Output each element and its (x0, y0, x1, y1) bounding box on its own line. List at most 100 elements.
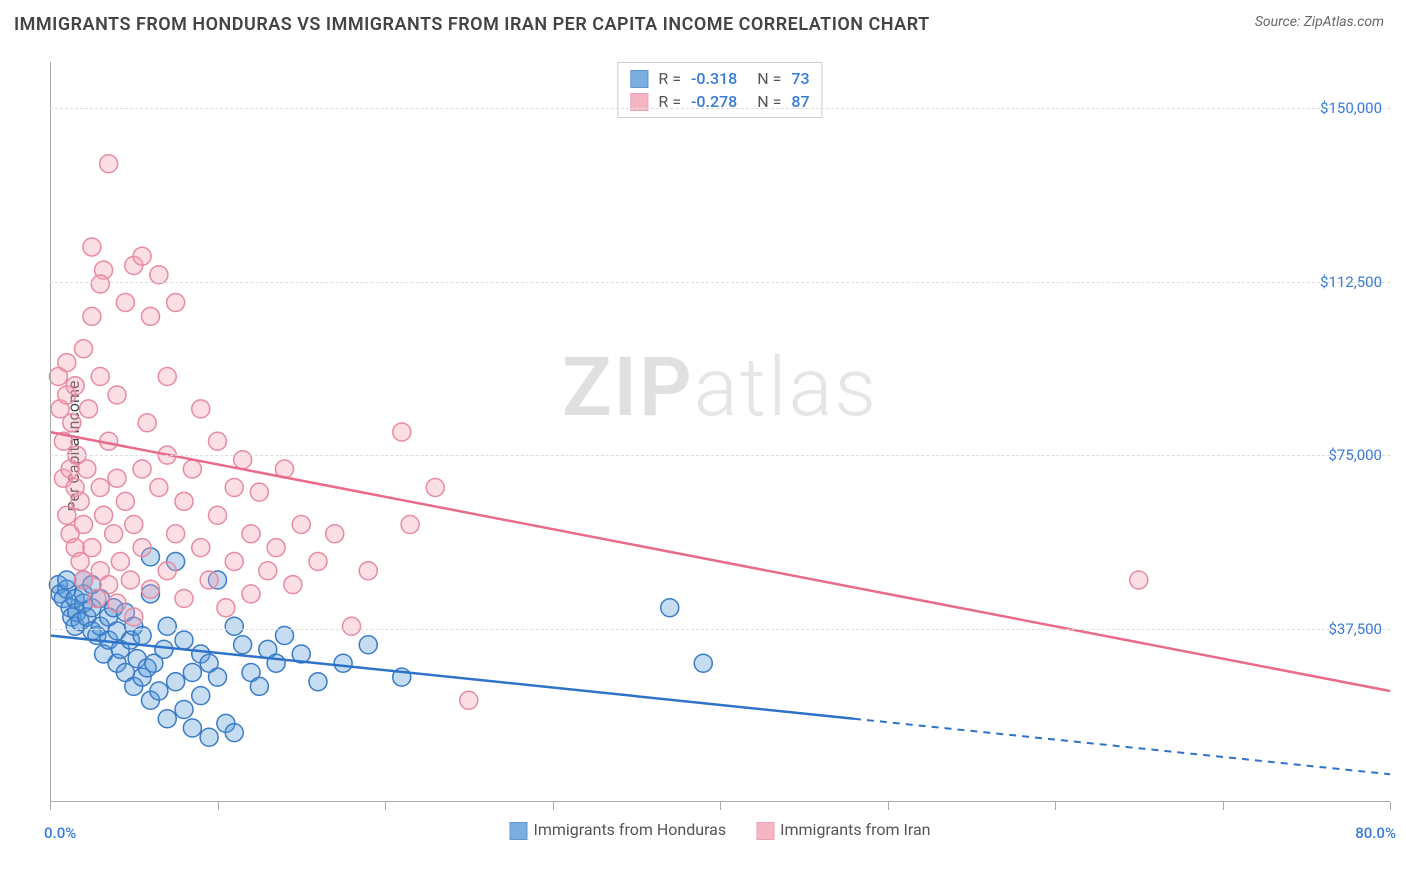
y-tick-label: $112,500 (1320, 273, 1382, 291)
scatter-point-honduras (234, 636, 252, 654)
scatter-point-honduras (167, 673, 185, 691)
legend-swatch-icon (630, 70, 648, 88)
scatter-point-iran (125, 516, 143, 534)
x-tick (385, 802, 386, 810)
x-tick (1055, 802, 1056, 810)
scatter-point-iran (116, 294, 134, 312)
legend-swatch-icon (510, 822, 528, 840)
chart-svg (50, 62, 1390, 802)
scatter-point-iran (71, 492, 89, 510)
scatter-point-iran (250, 483, 268, 501)
scatter-point-iran (175, 492, 193, 510)
scatter-point-iran (292, 516, 310, 534)
x-tick (1223, 802, 1224, 810)
scatter-point-honduras (359, 636, 377, 654)
scatter-point-iran (259, 562, 277, 580)
legend-row-iran: R = -0.278N = 87 (630, 90, 809, 113)
series-legend-label: Immigrants from Honduras (534, 820, 727, 839)
scatter-point-iran (401, 516, 419, 534)
scatter-point-iran (133, 539, 151, 557)
scatter-point-iran (108, 469, 126, 487)
scatter-point-iran (460, 691, 478, 709)
scatter-point-iran (75, 571, 93, 589)
scatter-point-iran (75, 516, 93, 534)
scatter-point-iran (133, 247, 151, 265)
scatter-point-honduras (267, 654, 285, 672)
scatter-point-iran (133, 460, 151, 478)
gridline (50, 629, 1390, 630)
legend-r-label: R = (658, 69, 681, 88)
legend-n-value: 73 (791, 69, 809, 88)
scatter-point-iran (200, 571, 218, 589)
scatter-point-iran (267, 539, 285, 557)
scatter-point-iran (83, 238, 101, 256)
scatter-point-iran (111, 553, 129, 571)
scatter-point-iran (343, 617, 361, 635)
scatter-point-iran (83, 307, 101, 325)
scatter-point-honduras (309, 673, 327, 691)
scatter-point-iran (138, 414, 156, 432)
chart-plot-area: ZIPatlas R = -0.318N = 73R = -0.278N = 8… (50, 62, 1390, 802)
scatter-point-honduras (150, 682, 168, 700)
scatter-point-iran (78, 460, 96, 478)
scatter-point-iran (284, 576, 302, 594)
trend-line-iran (50, 432, 1390, 691)
scatter-point-iran (100, 576, 118, 594)
x-tick (553, 802, 554, 810)
scatter-point-iran (192, 539, 210, 557)
scatter-point-iran (125, 608, 143, 626)
scatter-point-honduras (155, 640, 173, 658)
x-tick (720, 802, 721, 810)
scatter-point-honduras (175, 701, 193, 719)
scatter-point-honduras (661, 599, 679, 617)
scatter-point-iran (91, 275, 109, 293)
scatter-point-iran (225, 553, 243, 571)
scatter-point-iran (80, 400, 98, 418)
scatter-point-honduras (58, 571, 76, 589)
scatter-point-iran (108, 594, 126, 612)
legend-row-honduras: R = -0.318N = 73 (630, 67, 809, 90)
scatter-point-iran (75, 340, 93, 358)
scatter-point-honduras (158, 617, 176, 635)
legend-swatch-icon (756, 822, 774, 840)
scatter-point-honduras (334, 654, 352, 672)
chart-title: IMMIGRANTS FROM HONDURAS VS IMMIGRANTS F… (14, 14, 930, 35)
scatter-point-iran (175, 590, 193, 608)
scatter-point-honduras (192, 687, 210, 705)
scatter-point-iran (167, 294, 185, 312)
scatter-point-iran (116, 492, 134, 510)
scatter-point-honduras (694, 654, 712, 672)
scatter-point-iran (158, 368, 176, 386)
scatter-point-iran (91, 479, 109, 497)
gridline (50, 108, 1390, 109)
scatter-point-iran (100, 155, 118, 173)
scatter-point-iran (105, 525, 123, 543)
scatter-point-iran (142, 307, 160, 325)
series-legend-item-iran: Immigrants from Iran (756, 820, 930, 840)
scatter-point-iran (242, 585, 260, 603)
source-label: Source: ZipAtlas.com (1255, 14, 1384, 30)
scatter-point-iran (95, 506, 113, 524)
scatter-point-iran (167, 525, 185, 543)
legend-r-value: -0.318 (691, 69, 737, 88)
y-tick-label: $150,000 (1320, 99, 1382, 117)
x-axis-label-left: 0.0% (44, 824, 76, 842)
y-axis (50, 62, 51, 802)
scatter-point-iran (158, 562, 176, 580)
scatter-point-iran (63, 414, 81, 432)
scatter-point-honduras (225, 724, 243, 742)
scatter-point-iran (121, 571, 139, 589)
scatter-point-iran (91, 368, 109, 386)
scatter-point-iran (242, 525, 260, 543)
scatter-point-iran (66, 377, 84, 395)
scatter-point-honduras (225, 617, 243, 635)
scatter-point-iran (1130, 571, 1148, 589)
scatter-point-iran (209, 506, 227, 524)
scatter-point-honduras (183, 719, 201, 737)
scatter-point-iran (58, 354, 76, 372)
x-axis-label-right: 80.0% (1355, 824, 1396, 842)
y-tick-label: $37,500 (1328, 620, 1382, 638)
x-tick (888, 802, 889, 810)
scatter-point-honduras (250, 677, 268, 695)
scatter-point-iran (183, 460, 201, 478)
